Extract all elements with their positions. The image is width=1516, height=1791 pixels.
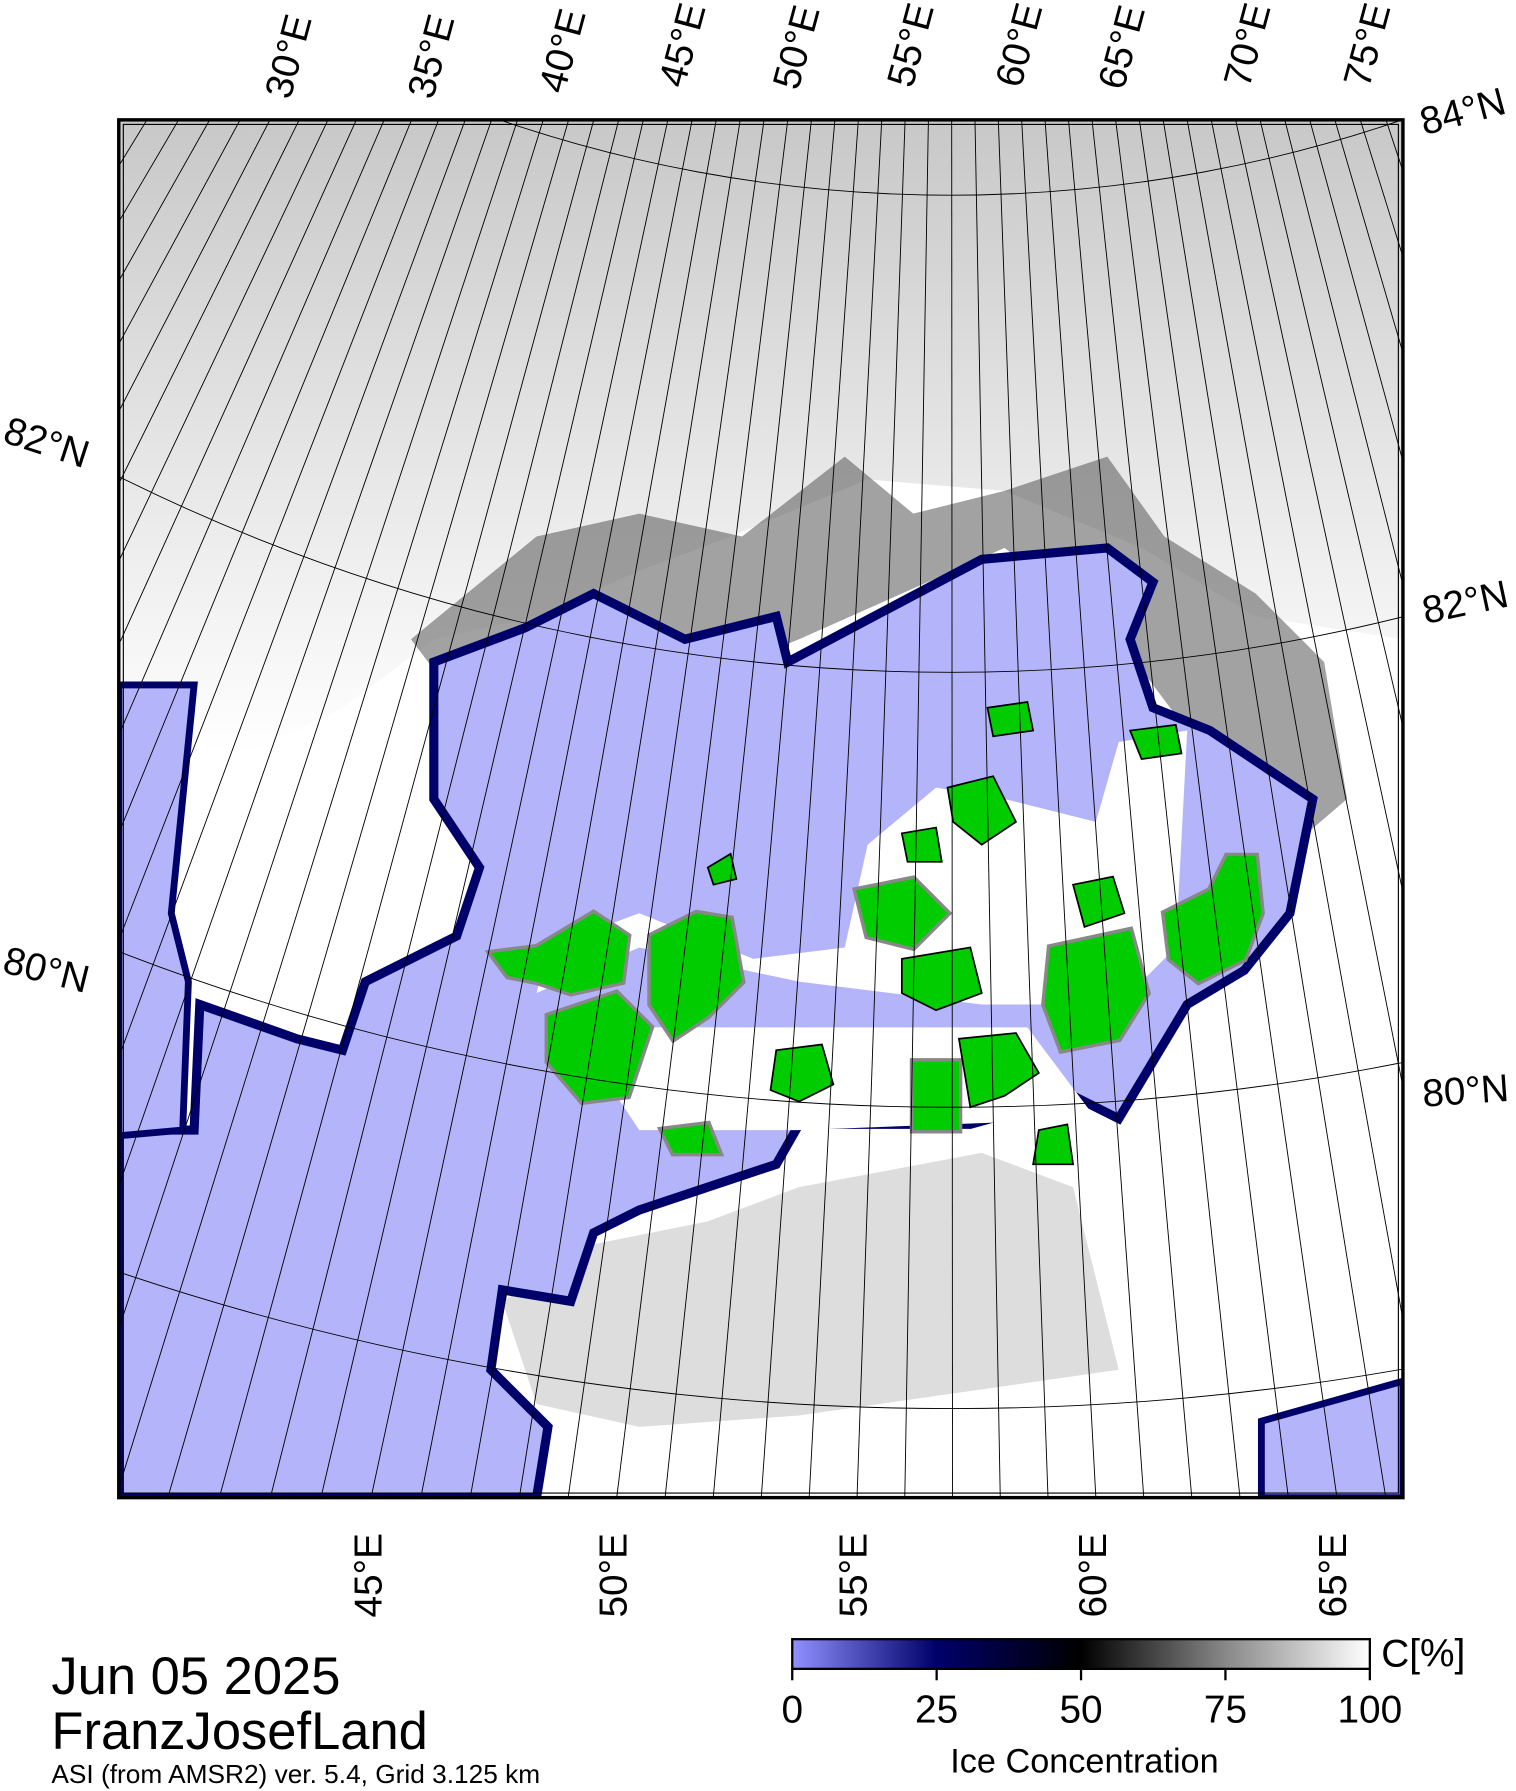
meridian	[1423, 0, 1516, 1508]
meridian	[518, 119, 741, 1498]
top-lon-label: 50°E	[765, 1, 828, 94]
meridian	[1441, 0, 1516, 1486]
top-lon-label: 75°E	[1336, 0, 1399, 91]
meridian	[118, 119, 493, 1188]
date-title: Jun 05 2025	[51, 1647, 340, 1706]
meridian	[1284, 119, 1403, 587]
bottom-lon-label: 65°E	[1312, 1533, 1355, 1618]
meridian	[118, 119, 440, 942]
fast-ice	[536, 730, 1188, 1131]
meridian	[1334, 119, 1403, 355]
top-lon-label: 40°E	[531, 4, 594, 97]
right-lat-label: 84°N	[1415, 80, 1510, 144]
meridian	[469, 119, 717, 1498]
meridian	[1235, 119, 1403, 895]
meridian	[1259, 119, 1403, 729]
meridian	[370, 119, 669, 1498]
top-lon-label: 60°E	[988, 0, 1051, 91]
meridian	[1386, 0, 1516, 1550]
meridian	[1138, 119, 1338, 1498]
meridian	[1068, 119, 1193, 1498]
colorbar-tick-label: 50	[1059, 1688, 1102, 1731]
meridian	[1186, 119, 1403, 1323]
meridian	[1477, 0, 1516, 1439]
meridian	[951, 119, 953, 1498]
meridian	[1021, 119, 1097, 1498]
meridian	[567, 119, 765, 1498]
bottom-lon-label: 50°E	[593, 1533, 636, 1618]
meridian	[974, 119, 1001, 1498]
meridian	[320, 119, 644, 1498]
meridian	[760, 119, 859, 1498]
meridian	[118, 119, 357, 646]
meridian	[1495, 0, 1516, 1415]
top-lon-label: 30°E	[257, 10, 320, 103]
left-lat-label: 82°N	[0, 409, 94, 477]
top-lon-label: 70°E	[1216, 0, 1279, 91]
southern-ice	[502, 1152, 1119, 1427]
meridian	[1459, 0, 1516, 1463]
colorbar-ticks: 0 25 50 75 100	[781, 1668, 1402, 1731]
meridian	[118, 119, 544, 1490]
meridian	[997, 119, 1049, 1498]
map-frame-inner	[122, 123, 1399, 1494]
colorbar-tick-label: 0	[781, 1688, 803, 1731]
top-lon-label: 45°E	[651, 0, 714, 91]
meridian	[118, 119, 519, 1331]
colorbar-tick-label: 25	[915, 1688, 958, 1731]
meridian	[118, 119, 413, 835]
meridian	[1404, 0, 1516, 1530]
meridian	[167, 119, 570, 1498]
meridian	[118, 119, 466, 1059]
map-frame	[117, 118, 1405, 1500]
bottom-lon-label: 45°E	[347, 1533, 390, 1618]
top-lon-label: 35°E	[400, 10, 463, 103]
top-lon-label: 55°E	[879, 0, 942, 91]
colorbar-unit: C[%]	[1381, 1633, 1465, 1676]
colorbar-tick-label: 75	[1204, 1688, 1247, 1731]
open-water-west	[118, 681, 198, 1140]
meridian	[1091, 119, 1241, 1498]
top-lon-label: 65°E	[1091, 1, 1154, 94]
meridian	[1162, 119, 1387, 1498]
meridian	[1359, 119, 1403, 259]
meridian	[1044, 119, 1145, 1498]
meridian	[664, 119, 812, 1498]
colorbar-tick-label: 100	[1337, 1688, 1402, 1731]
meridian	[269, 119, 620, 1498]
open-water-east	[1257, 1377, 1403, 1498]
colorbar-label: Ice Concentration	[950, 1743, 1218, 1781]
meridian	[712, 119, 836, 1498]
bottom-lon-label: 55°E	[832, 1533, 875, 1618]
meridian	[218, 119, 595, 1498]
region-title: FranzJosefLand	[51, 1702, 427, 1761]
bottom-lon-label: 60°E	[1072, 1533, 1115, 1618]
meridian	[808, 119, 883, 1498]
islands	[484, 701, 1265, 1166]
left-lat-label: 80°N	[0, 939, 94, 1002]
pack-ice	[118, 119, 1403, 754]
meridian	[1309, 119, 1403, 464]
source-note: ASI (from AMSR2) ver. 5.4, Grid 3.125 km	[51, 1759, 540, 1789]
meridian	[420, 119, 693, 1498]
meridian	[856, 119, 906, 1498]
colorbar	[791, 1638, 1371, 1671]
meridian	[616, 119, 789, 1498]
right-lat-label: 80°N	[1421, 1067, 1510, 1116]
meridian	[904, 119, 929, 1498]
right-lat-label: 82°N	[1418, 573, 1512, 633]
meridian	[118, 119, 385, 737]
parallel	[499, 119, 1403, 196]
meridian	[1115, 119, 1289, 1498]
meridian	[1210, 119, 1403, 1090]
